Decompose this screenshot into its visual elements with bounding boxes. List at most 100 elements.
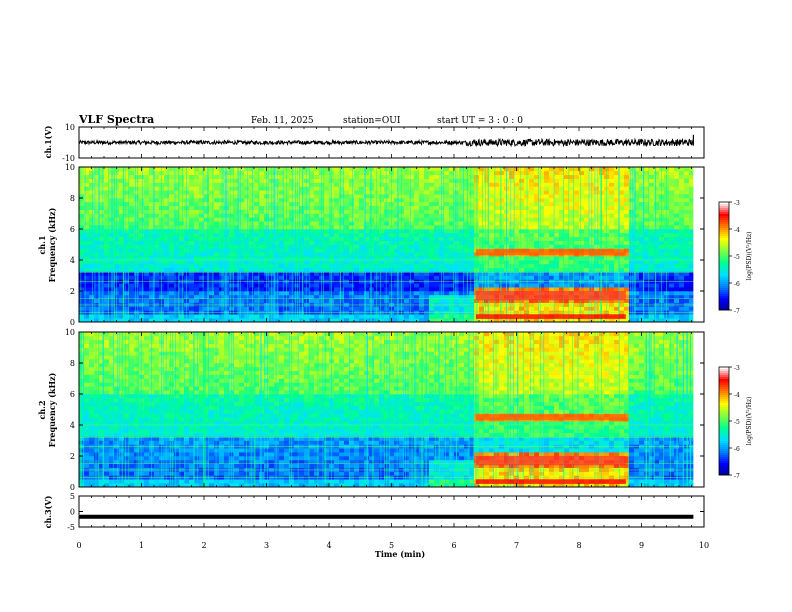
ch1-spec-cell bbox=[644, 190, 650, 195]
ch1-spec-cell bbox=[359, 263, 365, 269]
ch1-spec-cell bbox=[254, 298, 260, 303]
ch1-spec-cell bbox=[169, 248, 175, 253]
ch1-spec-cell bbox=[109, 229, 115, 234]
ch1-spec-cell bbox=[219, 201, 225, 207]
ch1-spec-cell bbox=[79, 287, 85, 292]
ch1-spec-cell bbox=[679, 294, 685, 300]
ch1-spec-cell bbox=[214, 260, 220, 265]
ch1-spec-cell bbox=[304, 229, 310, 234]
ch1-spec-cell bbox=[89, 294, 95, 300]
ch1-spec-cell bbox=[624, 271, 630, 276]
ch1-spec-cell bbox=[334, 236, 340, 241]
ch1-spec-cell bbox=[79, 318, 85, 323]
ch1-spec-cell bbox=[594, 256, 600, 261]
ch1-spec-cell bbox=[324, 240, 330, 245]
ch1-spec-cell bbox=[104, 194, 110, 199]
ch1-spec-cell bbox=[679, 275, 685, 280]
ch1-spec-cell bbox=[564, 229, 570, 234]
ch1-spec-cell bbox=[459, 221, 465, 226]
ch1-spec-cell bbox=[94, 198, 100, 203]
ch1-spec-cell bbox=[639, 306, 645, 311]
ch1-spec-cell bbox=[149, 170, 155, 176]
ch1-spec-cell bbox=[544, 178, 550, 183]
ch1-spec-cell bbox=[574, 229, 580, 234]
ch1-spec-cell bbox=[379, 287, 385, 292]
ch1-spec-cell bbox=[409, 298, 415, 303]
ch1-spec-cell bbox=[534, 271, 540, 276]
ch1-spec-cell bbox=[349, 271, 355, 276]
ch1-spec-cell bbox=[669, 263, 675, 269]
ch1-spec-cell bbox=[129, 217, 135, 222]
ch1-spec-cell bbox=[334, 252, 340, 257]
ch1-spec-cell bbox=[364, 190, 370, 195]
ch1-spec-cell bbox=[279, 217, 285, 222]
ch1-spec-cell bbox=[179, 186, 185, 191]
ch1-spec-cell bbox=[179, 170, 185, 176]
ch1-spec-cell bbox=[479, 287, 485, 292]
ch1-spec-cell bbox=[229, 294, 235, 300]
ch1-spec-cell bbox=[189, 260, 195, 265]
ch1-spec-cell bbox=[164, 209, 170, 214]
ch1-spec-cell bbox=[164, 170, 170, 176]
ch1-spec-cell bbox=[89, 194, 95, 199]
ch1-spec-cell bbox=[569, 221, 575, 226]
ch1-spec-cell bbox=[344, 182, 350, 187]
ch1-spec-cell bbox=[219, 217, 225, 222]
ch1-spec-cell bbox=[409, 178, 415, 183]
ch1-spec-cell bbox=[424, 167, 430, 172]
ch1-spec-cell bbox=[254, 306, 260, 311]
ch1-spec-cell bbox=[339, 190, 345, 195]
ch1-spec-cell bbox=[569, 174, 575, 179]
ch1-spec-cell bbox=[204, 271, 210, 276]
ch1-spec-cell bbox=[384, 213, 390, 218]
ch1-spec-cell bbox=[164, 229, 170, 234]
ch1-spec-cell bbox=[409, 225, 415, 230]
ch1-spec-cell bbox=[424, 298, 430, 303]
ch1-spec-cell bbox=[299, 283, 305, 288]
ch1-spec-cell bbox=[569, 186, 575, 191]
ch1-spec-cell bbox=[409, 240, 415, 245]
ch1-spec-cell bbox=[424, 182, 430, 187]
ch1-spec-cell bbox=[234, 294, 240, 300]
ch1-spec-cell bbox=[564, 194, 570, 199]
ch1-spec-cell bbox=[104, 283, 110, 288]
ch1-spec-cell bbox=[379, 271, 385, 276]
ch1-spec-cell bbox=[429, 240, 435, 245]
ch1-spec-cell bbox=[614, 170, 620, 176]
ch1-spec-cell bbox=[559, 182, 565, 187]
ch1-spec-cell bbox=[349, 190, 355, 195]
ch1-spec-cell bbox=[349, 205, 355, 210]
ch1-spec-cell bbox=[169, 182, 175, 187]
ch1-spec-cell bbox=[624, 275, 630, 280]
ch1-spec-cell bbox=[619, 170, 625, 176]
ch1-spec-cell bbox=[174, 244, 180, 249]
ch1-spec-cell bbox=[499, 217, 505, 222]
ch1-spec-cell bbox=[434, 198, 440, 203]
ch1-spec-cell bbox=[679, 170, 685, 176]
ch1-spec-cell bbox=[584, 271, 590, 276]
ch1-spec-cell bbox=[404, 263, 410, 269]
ch1-spec-cell bbox=[429, 236, 435, 241]
ch1-spec-cell bbox=[269, 294, 275, 300]
ch1-spec-cell bbox=[244, 174, 250, 179]
ch1-spec-cell bbox=[124, 283, 130, 288]
ch1-spec-cell bbox=[349, 291, 355, 296]
ch1-spec-cell bbox=[229, 283, 235, 288]
ch1-spec-cell bbox=[379, 201, 385, 207]
ch1-spec-cell bbox=[194, 283, 200, 288]
ch1-spec-cell bbox=[334, 291, 340, 296]
ch1-spec-cell bbox=[189, 298, 195, 303]
ch1-spec-cell bbox=[554, 275, 560, 280]
ch1-spec-cell bbox=[169, 298, 175, 303]
ch1-spec-cell bbox=[579, 190, 585, 195]
ch1-spec-cell bbox=[479, 194, 485, 199]
ch1-spec-cell bbox=[549, 298, 555, 303]
ch1-spec-cell bbox=[299, 194, 305, 199]
ch1-spec-cell bbox=[219, 244, 225, 249]
ch1-spec-cell bbox=[304, 225, 310, 230]
ch1-spec-cell bbox=[334, 260, 340, 265]
ch1-spec-cell bbox=[544, 275, 550, 280]
ch1-spec-cell bbox=[204, 318, 210, 323]
ch1-spec-cell bbox=[629, 221, 635, 226]
ch1-spec-cell bbox=[104, 221, 110, 226]
